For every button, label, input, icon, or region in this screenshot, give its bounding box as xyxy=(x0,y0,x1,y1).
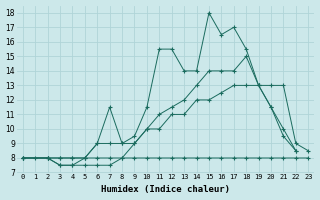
X-axis label: Humidex (Indice chaleur): Humidex (Indice chaleur) xyxy=(101,185,230,194)
